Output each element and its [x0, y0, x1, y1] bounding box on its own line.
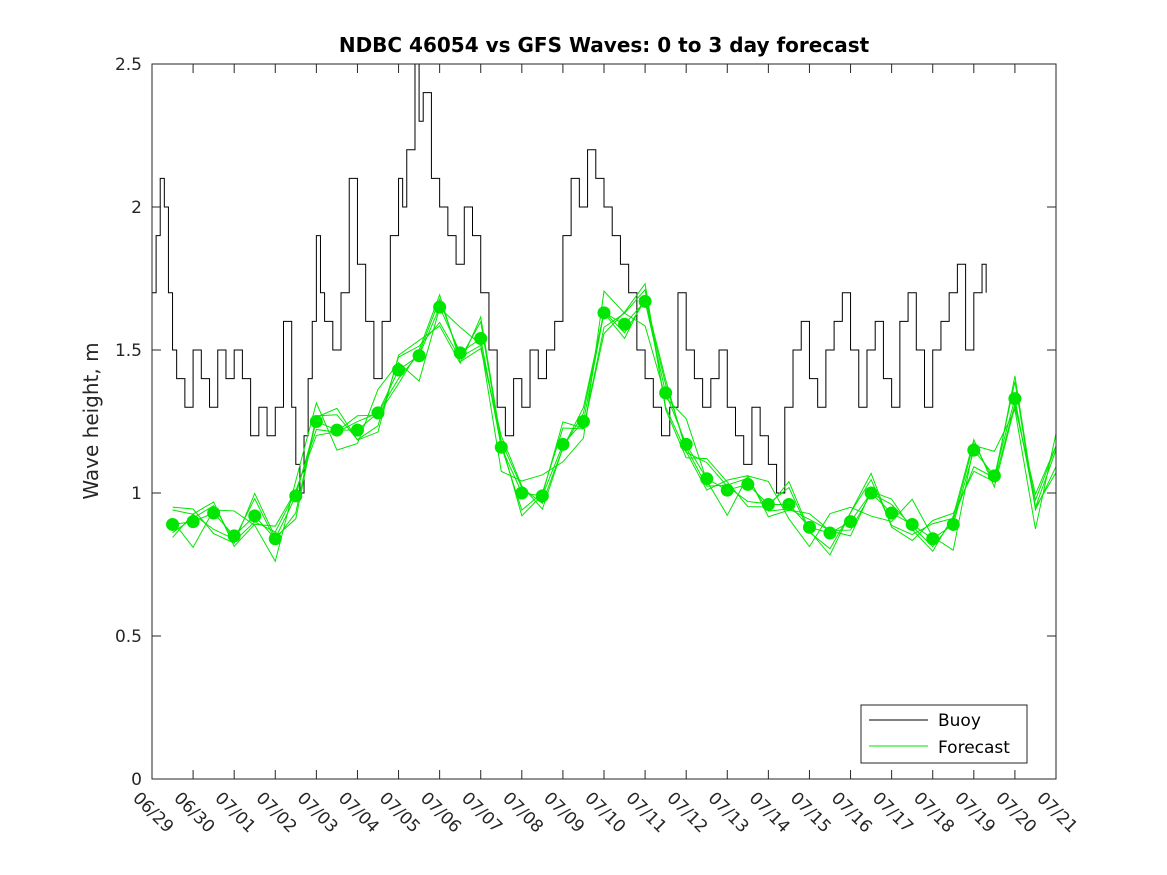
forecast-point: [987, 469, 1001, 483]
forecast-point: [720, 483, 734, 497]
forecast-point: [844, 515, 858, 529]
x-tick-label: 07/12: [663, 788, 712, 837]
forecast-point: [474, 332, 488, 346]
chart-title: NDBC 46054 vs GFS Waves: 0 to 3 day fore…: [339, 33, 870, 57]
y-tick-label: 1.5: [115, 341, 142, 361]
legend-buoy-label: Buoy: [938, 711, 981, 731]
x-tick-label: 07/21: [1032, 788, 1081, 837]
forecast-point: [433, 300, 447, 314]
forecast-point: [166, 517, 180, 531]
x-tick-label: 07/14: [745, 788, 794, 837]
y-tick-label: 2: [131, 198, 142, 218]
forecast-point: [350, 423, 364, 437]
x-tick-label: 07/19: [950, 788, 999, 837]
y-axis-label: Wave height, m: [79, 342, 103, 499]
y-tick-label: 2.5: [115, 55, 142, 75]
x-tick-label: 07/07: [457, 788, 506, 837]
forecast-point: [638, 294, 652, 308]
forecast-point: [392, 363, 406, 377]
forecast-point: [453, 346, 467, 360]
forecast-point: [700, 472, 714, 486]
forecast-point: [741, 477, 755, 491]
forecast-point: [535, 489, 549, 503]
forecast-point: [864, 486, 878, 500]
x-tick-label: 07/15: [786, 788, 835, 837]
x-tick-label: 07/08: [498, 788, 547, 837]
forecast-point: [371, 406, 385, 420]
forecast-point: [556, 437, 570, 451]
x-tick-label: 07/13: [704, 788, 753, 837]
buoy-line: [152, 63, 987, 494]
forecast-point: [679, 437, 693, 451]
forecast-point: [761, 497, 775, 511]
forecast-point: [597, 306, 611, 320]
forecast-point: [946, 517, 960, 531]
forecast-point: [309, 415, 323, 428]
x-tick-label: 07/10: [580, 788, 629, 837]
legend-forecast-label: Forecast: [938, 738, 1010, 758]
x-tick-label: 07/20: [991, 788, 1040, 837]
legend-box: [860, 704, 1028, 764]
forecast-point: [268, 532, 282, 546]
forecast-point: [248, 509, 262, 523]
forecast-point: [412, 349, 426, 363]
forecast-point: [823, 526, 837, 540]
x-tick-label: 07/05: [375, 788, 424, 837]
forecast-point: [207, 506, 221, 520]
x-tick-label: 07/09: [539, 788, 588, 837]
forecast-point: [782, 497, 796, 511]
forecast-point: [227, 529, 241, 543]
x-tick-label: 07/03: [293, 788, 342, 837]
plot-background: [152, 64, 1056, 779]
forecast-point: [659, 386, 673, 400]
x-tick-label: 07/02: [252, 788, 301, 837]
forecast-point: [967, 443, 981, 457]
x-tick-label: 07/17: [868, 788, 917, 837]
forecast-point: [494, 440, 508, 454]
forecast-line: [172, 290, 1057, 563]
forecast-point: [802, 520, 816, 534]
forecast-point: [289, 489, 303, 503]
forecast-point: [576, 415, 590, 428]
forecast-point: [186, 515, 200, 529]
buoy-series: [152, 63, 987, 494]
y-tick-label: 0: [131, 770, 142, 790]
forecast-point: [905, 517, 919, 531]
forecast-point: [330, 423, 344, 437]
x-tick-label: 07/11: [622, 788, 671, 837]
forecast-point: [885, 506, 899, 520]
y-tick-label: 0.5: [115, 627, 142, 647]
legend: Buoy Forecast: [860, 704, 1028, 764]
x-tick-label: 07/18: [909, 788, 958, 837]
x-tick-label: 07/06: [416, 788, 465, 837]
forecast-point: [515, 486, 529, 500]
y-tick-label: 1: [131, 484, 142, 504]
x-tick-label: 07/16: [827, 788, 876, 837]
forecast-point: [926, 532, 940, 546]
forecast-point: [618, 317, 632, 331]
x-tick-label: 06/30: [170, 788, 219, 837]
forecast-markers: [166, 294, 1022, 546]
forecast-point: [1008, 392, 1022, 406]
x-tick-label: 07/01: [211, 788, 260, 837]
x-tick-label: 06/29: [128, 788, 177, 837]
y-axis-ticks: 0 0.5 1 1.5 2 2.5: [115, 55, 1056, 790]
x-tick-label: 07/04: [334, 788, 383, 837]
